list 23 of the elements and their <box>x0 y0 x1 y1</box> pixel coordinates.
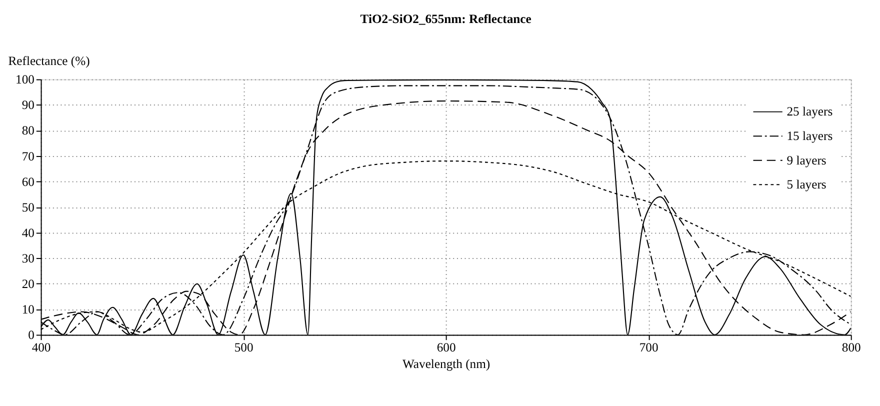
y-tick-label: 40 <box>22 226 34 240</box>
legend-label: 15 layers <box>786 128 833 143</box>
x-tick-label: 500 <box>234 340 254 355</box>
legend-label: 25 layers <box>786 104 833 119</box>
y-tick-label: 70 <box>22 149 34 164</box>
x-tick-label: 600 <box>436 340 456 355</box>
y-tick-label: 10 <box>22 302 34 317</box>
y-tick-label: 30 <box>22 251 34 266</box>
y-tick-label: 20 <box>22 277 34 292</box>
y-tick-label: 50 <box>22 200 34 214</box>
y-tick-label: 90 <box>22 98 34 112</box>
y-tick-label: 80 <box>22 124 34 138</box>
y-tick-label: 60 <box>22 174 34 189</box>
y-axis-title: Reflectance (%) <box>8 54 90 68</box>
legend-label: 9 layers <box>786 153 826 168</box>
x-tick-label: 700 <box>639 340 658 355</box>
legend-label: 5 layers <box>786 178 826 192</box>
x-tick-label: 400 <box>32 340 51 355</box>
x-tick-label: 800 <box>842 340 861 355</box>
y-tick-label: 0 <box>28 328 34 342</box>
chart-title: TiO2-SiO2_655nm: Reflectance <box>360 12 532 26</box>
y-tick-label: 100 <box>16 72 34 87</box>
x-axis-title: Wavelength (nm) <box>402 357 490 372</box>
